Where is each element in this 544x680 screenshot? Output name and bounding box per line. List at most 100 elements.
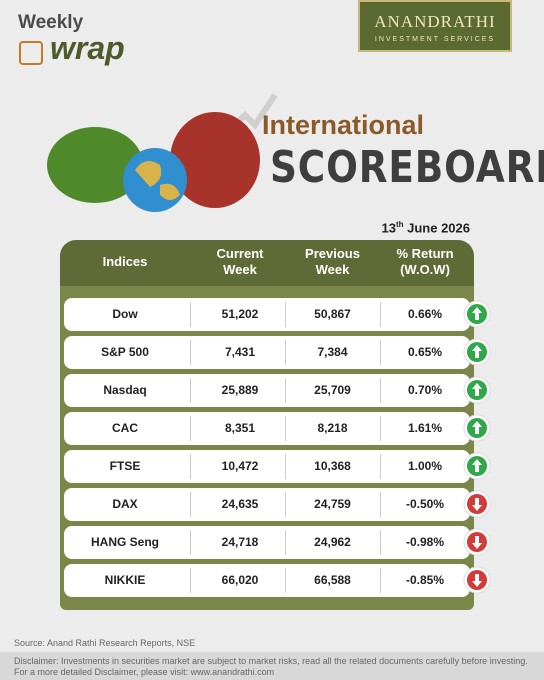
column-separator <box>190 492 191 517</box>
calendar-icon <box>19 41 43 65</box>
table-cell: 10,368 <box>314 459 351 473</box>
column-separator <box>380 454 381 479</box>
table-cell: 25,709 <box>314 383 351 397</box>
date-day: 13 <box>381 220 396 236</box>
brand-tagline: INVESTMENT SERVICES <box>374 36 496 43</box>
column-separator <box>190 530 191 555</box>
table-cell: HANG Seng <box>90 535 159 549</box>
up-arrow-icon <box>463 338 491 366</box>
column-separator <box>190 416 191 441</box>
table-cell: 0.66% <box>407 307 443 321</box>
header-text: Current <box>216 246 264 261</box>
disclaimer-line: Disclaimer: Investments in securities ma… <box>14 656 528 666</box>
down-arrow-icon <box>463 528 491 556</box>
column-separator <box>285 340 286 365</box>
table-cell: 8,351 <box>224 421 256 435</box>
table-cell: 24,759 <box>314 497 351 511</box>
table-row: S&P 500 7,431 7,384 0.65% <box>64 336 470 369</box>
table-row: Dow 51,202 50,867 0.66% <box>64 298 470 331</box>
title-line1: International <box>262 110 425 140</box>
table-row: FTSE 10,472 10,368 1.00% <box>64 450 470 483</box>
header-cell: % Return (W.O.W) <box>380 246 470 278</box>
logo-wrap: wrap <box>50 30 125 66</box>
table-cell: 8,218 <box>317 421 348 435</box>
column-separator <box>285 302 286 327</box>
title-line2: SCOREBOARD <box>270 142 544 193</box>
table-cell: NIKKIE <box>104 573 146 587</box>
table-cell: 1.00% <box>407 459 443 473</box>
table-row: HANG Seng 24,718 24,962 -0.98% <box>64 526 470 559</box>
table-cell: 0.65% <box>407 345 443 359</box>
column-separator <box>190 454 191 479</box>
table-header: Indices Current Week Previous Week% Return (W… <box>60 240 474 286</box>
table-cell: S&P 500 <box>101 345 149 359</box>
table-cell: 1.61% <box>407 421 443 435</box>
table-cell: 24,718 <box>221 535 259 549</box>
table-cell: 51,202 <box>221 307 259 321</box>
column-separator <box>380 530 381 555</box>
table-cell: 7,431 <box>224 345 256 359</box>
bear <box>170 112 260 208</box>
column-separator <box>380 302 381 327</box>
table-cell: 0.70% <box>407 383 443 397</box>
table-cell: 24,962 <box>314 535 351 549</box>
table-cell: Dow <box>112 307 138 321</box>
header-cell: Indices <box>60 254 190 270</box>
table-row: Nasdaq 25,889 25,709 0.70% <box>64 374 470 407</box>
brand: ANANDRATHI INVESTMENT SERVICES <box>358 0 512 52</box>
table-cell: Nasdaq <box>103 383 147 397</box>
table-cell: 10,472 <box>221 459 259 473</box>
date: 13th June 2026 <box>320 220 470 235</box>
table-row: NIKKIE 66,020 66,588 -0.85% <box>64 564 470 597</box>
column-separator <box>190 378 191 403</box>
down-arrow-icon <box>463 566 491 594</box>
column-separator <box>285 454 286 479</box>
column-separator <box>285 378 286 403</box>
date-rest: June 2026 <box>407 220 470 236</box>
column-separator <box>190 568 191 593</box>
table-cell: 50,867 <box>314 307 351 321</box>
column-separator <box>380 492 381 517</box>
table-cell: 25,889 <box>221 383 259 397</box>
column-separator <box>285 530 286 555</box>
table-row: CAC 8,351 8,218 1.61% <box>64 412 470 445</box>
column-separator <box>190 302 191 327</box>
column-separator <box>380 340 381 365</box>
date-suffix: th <box>395 220 404 229</box>
table-cell: 7,384 <box>317 345 348 359</box>
column-separator <box>380 378 381 403</box>
down-arrow-icon <box>463 490 491 518</box>
up-arrow-icon <box>463 452 491 480</box>
header-text: Week <box>223 262 257 277</box>
table-cell: -0.50% <box>405 497 445 511</box>
header-text: Indices <box>102 254 148 269</box>
table-cell: 66,588 <box>314 573 351 587</box>
table-row: DAX 24,635 24,759 -0.50% <box>64 488 470 521</box>
column-separator <box>380 568 381 593</box>
column-separator <box>285 492 286 517</box>
header-text: (W.O.W) <box>400 262 450 277</box>
logo-weekly: Weekly <box>18 12 84 33</box>
table-cell: DAX <box>112 497 138 511</box>
globe-land <box>135 161 180 200</box>
column-separator <box>285 568 286 593</box>
column-separator <box>380 416 381 441</box>
up-arrow-icon <box>463 414 491 442</box>
bull <box>47 127 143 203</box>
brand-name: ANANDRATHI <box>374 12 496 31</box>
column-separator <box>190 340 191 365</box>
disclaimer-line: For a more detailed Disclaimer, please v… <box>14 667 275 677</box>
disclaimer: Disclaimer: Investments in securities ma… <box>0 652 544 680</box>
table-cell: -0.98% <box>405 535 445 549</box>
table-cell: -0.85% <box>405 573 445 587</box>
up-arrow-icon <box>463 300 491 328</box>
header-cell: Current Week <box>190 246 290 278</box>
table-cell: FTSE <box>109 459 141 473</box>
table-cell: 66,020 <box>221 573 259 587</box>
header-cell: Previous Week <box>285 246 380 278</box>
table-body <box>60 286 474 610</box>
source: Source: Anand Rathi Research Reports, NS… <box>14 638 196 648</box>
up-arrow-icon <box>463 376 491 404</box>
